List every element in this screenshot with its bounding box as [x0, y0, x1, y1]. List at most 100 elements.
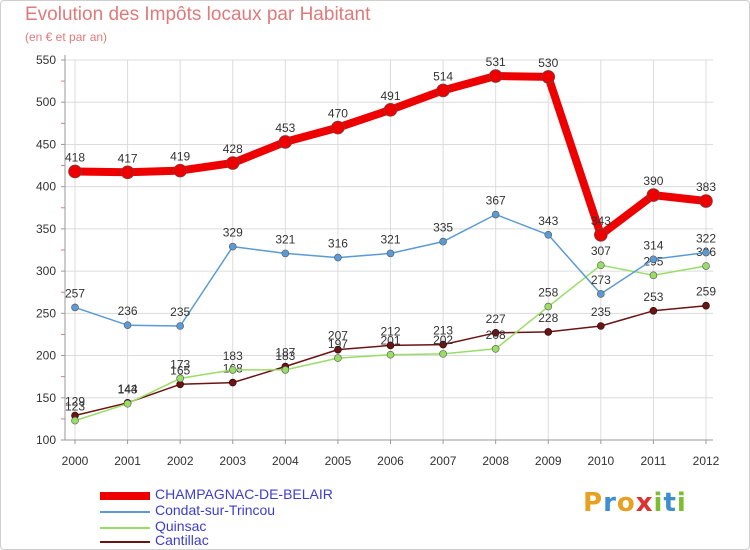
legend-swatch-cantillac: [100, 541, 150, 543]
y-tick-label: 300: [36, 264, 56, 278]
data-label-3: 390: [643, 174, 663, 188]
series-point-1: [544, 302, 553, 311]
data-label-2: 257: [65, 286, 85, 300]
series-point-3: [541, 70, 556, 84]
data-label-2: 343: [538, 214, 558, 228]
y-tick-label: 250: [36, 306, 56, 320]
data-label-2: 321: [380, 232, 400, 246]
x-tick-label: 2011: [641, 454, 667, 468]
data-label-1: 143: [118, 383, 138, 397]
series-point-1: [439, 350, 447, 358]
series-point-0: [334, 345, 342, 354]
series-point-3: [488, 69, 503, 83]
data-label-2: 321: [275, 232, 295, 246]
logo-letter: r: [603, 488, 617, 518]
series-point-3: [173, 163, 187, 178]
x-tick-label: 2008: [482, 454, 509, 468]
series-point-0: [491, 328, 500, 337]
data-label-3: 419: [170, 150, 190, 164]
data-label-3: 470: [328, 107, 348, 121]
y-tick-label: 500: [36, 95, 56, 109]
data-label-2: 367: [486, 194, 506, 208]
y-tick-label: 450: [36, 137, 56, 151]
series-point-3: [278, 135, 293, 149]
series-point-2: [71, 303, 79, 312]
x-tick-label: 2009: [535, 454, 562, 468]
x-tick-label: 2004: [272, 454, 299, 468]
series-point-2: [281, 249, 290, 258]
series-point-3: [331, 120, 345, 135]
data-label-3: 428: [223, 142, 243, 156]
data-label-1: 123: [65, 400, 85, 414]
series-point-0: [544, 328, 553, 336]
x-tick-label: 2012: [693, 454, 720, 468]
data-label-0: 259: [696, 285, 716, 299]
logo-letter: o: [616, 488, 636, 518]
logo-letter: x: [635, 488, 654, 518]
data-label-1: 183: [223, 349, 243, 363]
series-point-2: [702, 248, 710, 257]
series-point-2: [649, 255, 658, 264]
x-tick-label: 2000: [62, 454, 89, 468]
data-label-0: 212: [380, 324, 400, 338]
series-point-2: [176, 322, 184, 330]
data-label-0: 165: [170, 363, 190, 377]
data-label-2: 335: [433, 221, 453, 235]
chart-subtitle: (en € et par an): [25, 30, 108, 44]
legend-label-condat: Condat-sur-Trincou: [155, 502, 276, 518]
x-tick-label: 2005: [325, 454, 352, 468]
data-label-0: 144: [118, 382, 138, 396]
data-label-1: 307: [591, 244, 611, 258]
y-tick-label: 150: [36, 391, 56, 405]
series-point-1: [71, 416, 79, 425]
series-point-2: [386, 249, 395, 258]
series-point-3: [594, 228, 608, 242]
data-label-3: 530: [538, 56, 558, 70]
series-point-1: [281, 366, 290, 374]
data-label-2: 314: [643, 238, 663, 252]
data-label-2: 235: [170, 305, 190, 319]
data-label-3: 491: [380, 89, 400, 103]
data-label-0: 228: [538, 311, 558, 325]
legend-label-cantillac: Cantillac: [155, 532, 209, 548]
series-point-0: [386, 341, 395, 350]
series-point-2: [439, 237, 447, 246]
series-point-1: [491, 344, 500, 353]
series-point-2: [491, 210, 500, 219]
logo-letter: i: [653, 488, 664, 518]
proxiti-logo: Proxiti: [583, 488, 687, 518]
x-tick-label: 2007: [430, 454, 457, 468]
data-label-3: 383: [696, 180, 716, 194]
y-tick-label: 100: [36, 433, 56, 447]
series-point-1: [649, 271, 658, 280]
data-label-1: 208: [486, 328, 506, 342]
series-point-2: [544, 231, 553, 239]
data-label-0: 227: [486, 312, 506, 326]
data-label-2: 236: [118, 304, 138, 318]
series-point-0: [228, 378, 237, 387]
data-label-0: 187: [275, 346, 295, 360]
series-point-1: [228, 366, 237, 374]
series-point-1: [597, 261, 605, 270]
series-point-3: [436, 83, 450, 98]
data-label-1: 201: [380, 334, 400, 348]
series-point-0: [439, 340, 447, 349]
legend-swatch-condat: [100, 511, 150, 513]
legend-swatch-quinsac: [100, 527, 150, 529]
data-label-1: 173: [170, 357, 190, 371]
data-label-0: 235: [591, 305, 611, 319]
series-point-3: [120, 165, 135, 180]
legend-swatch-champagnac: [100, 492, 150, 500]
series-point-0: [597, 322, 605, 330]
data-label-0: 253: [643, 290, 663, 304]
series-point-0: [649, 306, 658, 315]
data-label-1: 183: [275, 349, 295, 363]
series-point-1: [702, 262, 710, 270]
data-label-0: 129: [65, 395, 85, 409]
data-label-1: 202: [433, 333, 453, 347]
series-point-3: [68, 164, 82, 179]
data-label-0: 213: [433, 324, 453, 338]
data-label-3: 453: [275, 121, 295, 135]
legend-label-quinsac: Quinsac: [155, 518, 207, 534]
y-tick-label: 400: [36, 180, 56, 194]
